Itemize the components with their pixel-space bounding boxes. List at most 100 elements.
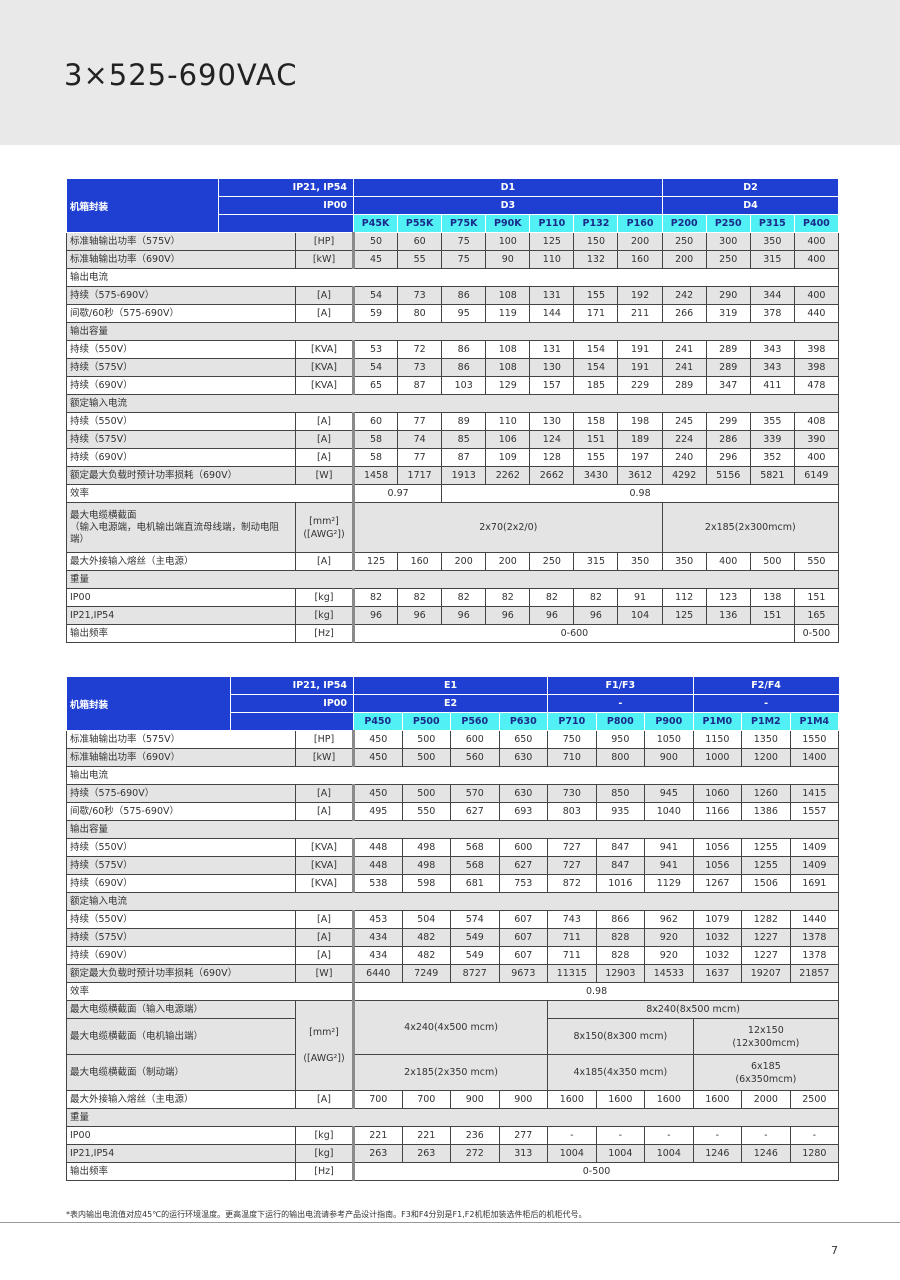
value-cell: 1267 xyxy=(692,874,743,893)
value-cell: 598 xyxy=(401,874,452,893)
value-cell: 1032 xyxy=(692,946,743,965)
unit-label: [mm²] ([AWG²]) xyxy=(294,502,356,553)
value-cell: 1409 xyxy=(789,856,840,875)
row-label: 持续（690V） xyxy=(66,874,296,893)
table-row: 持续（575V） [A] 434 482 549 607 711 828 920 1032 1227… xyxy=(66,928,840,947)
row-label: 最大电缆横截面（输入电源端） xyxy=(66,1000,296,1019)
value-cell: 296 xyxy=(705,448,751,467)
enclosure-label: 机箱封装 xyxy=(66,178,219,233)
value-cell: 498 xyxy=(401,838,452,857)
value-cell: 1506 xyxy=(741,874,791,893)
row-label: 持续（550V） xyxy=(66,838,296,857)
table-row: 最大外接输入熔丝（主电源） [A] 125 160 200 200 250 315 350 350… xyxy=(66,552,839,571)
value-cell: 448 xyxy=(353,838,403,857)
value-cell: 560 xyxy=(450,748,500,767)
value-cell: 1166 xyxy=(692,802,743,821)
table-row: 持续（550V） [KVA] 448 498 568 600 727 847 941 1056 12… xyxy=(66,838,840,857)
value-cell: 498 xyxy=(401,856,452,875)
value-cell: 131 xyxy=(529,340,575,359)
value-cell: 189 xyxy=(617,430,663,449)
value-cell: 150 xyxy=(573,232,619,251)
value-cell: 350 xyxy=(661,552,707,571)
value-cell: 87 xyxy=(397,376,443,395)
value-cell: 263 xyxy=(401,1144,452,1163)
value-cell: 1378 xyxy=(789,946,840,965)
value-cell: 8x240(8x500 mcm) xyxy=(547,1000,840,1019)
table-row: 持续（550V） [A] 453 504 574 607 743 866 962 1079 1282… xyxy=(66,910,840,929)
value-cell: 1600 xyxy=(595,1090,646,1109)
value-cell: - xyxy=(692,1126,743,1145)
value-cell: 450 xyxy=(353,730,403,749)
value-cell: 400 xyxy=(793,232,839,251)
value-cell: 941 xyxy=(644,838,694,857)
value-cell: 711 xyxy=(547,946,597,965)
value-cell: 941 xyxy=(644,856,694,875)
value-cell: 12903 xyxy=(595,964,646,983)
value-cell: 343 xyxy=(749,358,795,377)
model-code: P1M2 xyxy=(741,712,791,731)
value-cell: 50 xyxy=(353,232,399,251)
value-cell: 21857 xyxy=(789,964,840,983)
value-cell: 600 xyxy=(498,838,549,857)
unit-label: [kg] xyxy=(294,1126,356,1145)
table-row: 持续（690V） [KVA] 65 87 103 129 157 185 229 289 347 41… xyxy=(66,376,839,395)
value-cell: 1246 xyxy=(692,1144,743,1163)
value-cell: 408 xyxy=(793,412,839,431)
unit-label: [A] xyxy=(294,784,356,803)
table-row: 持续（575-690V） [A] 450 500 570 630 730 850 945 1060… xyxy=(66,784,840,803)
value-cell: 54 xyxy=(353,358,399,377)
table-row: 持续（575V） [A] 58 74 85 106 124 151 189 224 286 339 39… xyxy=(66,430,839,449)
value-cell: 82 xyxy=(441,588,487,607)
value-cell: 130 xyxy=(529,358,575,377)
section-row: 额定输入电流 xyxy=(66,394,839,413)
table-row: 额定最大负载时预计功率损耗（690V） [W] 6440 7249 8727 9673 11… xyxy=(66,964,840,983)
table-row: 输出频率 [Hz] 0-500 xyxy=(66,1162,840,1181)
value-cell: 200 xyxy=(441,552,487,571)
row-label: 持续（690V） xyxy=(66,376,296,395)
value-cell: 750 xyxy=(547,730,597,749)
value-cell: 45 xyxy=(353,250,399,269)
model-code: P90K xyxy=(485,214,531,233)
value-cell: 154 xyxy=(573,358,619,377)
value-cell: 96 xyxy=(485,606,531,625)
value-cell: 0.98 xyxy=(441,484,839,503)
value-cell: 200 xyxy=(485,552,531,571)
value-cell: 2262 xyxy=(485,466,531,485)
value-cell: 55 xyxy=(397,250,443,269)
model-code: P200 xyxy=(661,214,707,233)
value-cell: 144 xyxy=(529,304,575,323)
value-cell: 290 xyxy=(705,286,751,305)
value-cell: 82 xyxy=(397,588,443,607)
value-cell: 950 xyxy=(595,730,646,749)
table-row: 持续（690V） [KVA] 538 598 681 753 872 1016 1129 1267… xyxy=(66,874,840,893)
value-cell: 0.98 xyxy=(353,982,840,1001)
value-cell: 574 xyxy=(450,910,500,929)
value-cell: 6149 xyxy=(793,466,839,485)
value-cell: 710 xyxy=(547,748,597,767)
unit-label: [KVA] xyxy=(294,376,356,395)
row-label: 额定最大负载时预计功率损耗（690V） xyxy=(66,964,296,983)
spec-table-e-f-frames: 机箱封装 IP21, IP54 E1 F1/F3 F2/F4 IP00 E2- - P450 P5… xyxy=(65,676,840,1181)
table-row: 最大电缆横截面（输入电源端） [mm²] ([AWG²]) 4x240(4x500 … xyxy=(66,1000,840,1091)
value-cell: 125 xyxy=(353,552,399,571)
value-cell: 398 xyxy=(793,340,839,359)
value-cell: 1227 xyxy=(741,946,791,965)
value-cell: 600 xyxy=(450,730,500,749)
model-code: P400 xyxy=(793,214,839,233)
value-cell: 1255 xyxy=(741,838,791,857)
value-cell: 607 xyxy=(498,910,549,929)
value-cell: 200 xyxy=(661,250,707,269)
row-label: 间歇/60秒（575-690V） xyxy=(66,802,296,821)
value-cell: 344 xyxy=(749,286,795,305)
value-cell: 300 xyxy=(705,232,751,251)
value-cell: 803 xyxy=(547,802,597,821)
value-cell: 221 xyxy=(401,1126,452,1145)
unit-label: [kW] xyxy=(294,748,356,767)
table-row: 输出频率 [Hz] 0-600 0-500 xyxy=(66,624,839,643)
row-label: 持续（690V） xyxy=(66,448,296,467)
value-cell: 482 xyxy=(401,928,452,947)
value-cell: 75 xyxy=(441,232,487,251)
value-cell: 478 xyxy=(793,376,839,395)
value-cell: 229 xyxy=(617,376,663,395)
value-cell: 1637 xyxy=(692,964,743,983)
